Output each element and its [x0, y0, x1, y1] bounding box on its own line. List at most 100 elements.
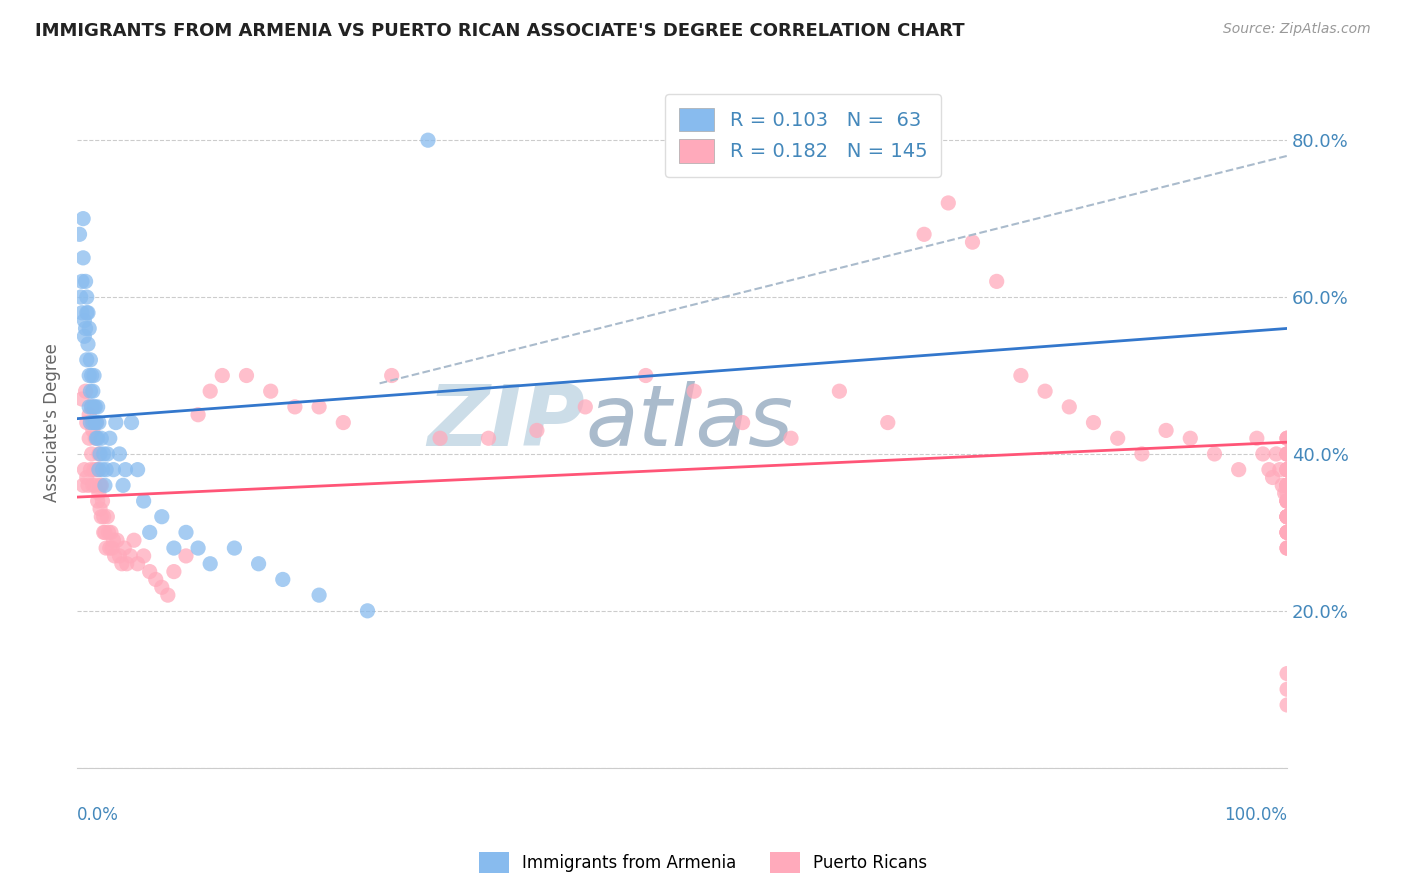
Point: [1275, 494, 1298, 508]
Point: [80, 368, 103, 383]
Point: [1265, 447, 1288, 461]
Point: [108, 447, 131, 461]
Point: [174, 549, 197, 563]
Point: [174, 525, 197, 540]
Point: [308, 400, 330, 414]
Point: [79, 416, 101, 430]
Point: [82, 478, 104, 492]
Point: [89, 478, 111, 492]
Point: [211, 368, 233, 383]
Point: [1275, 509, 1298, 524]
Point: [73, 313, 96, 327]
Point: [1275, 666, 1298, 681]
Point: [1275, 447, 1298, 461]
Point: [89, 447, 111, 461]
Point: [87, 447, 110, 461]
Point: [79, 352, 101, 367]
Point: [84, 400, 107, 414]
Point: [1275, 494, 1298, 508]
Point: [1275, 525, 1298, 540]
Point: [1275, 525, 1298, 540]
Point: [77, 321, 100, 335]
Legend: Immigrants from Armenia, Puerto Ricans: Immigrants from Armenia, Puerto Ricans: [472, 846, 934, 880]
Point: [1275, 509, 1298, 524]
Point: [77, 306, 100, 320]
Point: [105, 533, 128, 548]
Point: [198, 557, 221, 571]
Point: [156, 588, 179, 602]
Point: [1033, 384, 1056, 399]
Point: [89, 501, 111, 516]
Point: [1275, 462, 1298, 476]
Point: [1275, 447, 1298, 461]
Point: [1275, 431, 1298, 445]
Point: [127, 462, 149, 476]
Point: [1275, 494, 1298, 508]
Point: [1275, 509, 1298, 524]
Point: [332, 416, 354, 430]
Point: [80, 400, 103, 414]
Point: [1275, 462, 1298, 476]
Y-axis label: Associate's Degree: Associate's Degree: [44, 343, 60, 502]
Point: [72, 211, 94, 226]
Point: [1275, 541, 1298, 555]
Point: [94, 525, 117, 540]
Point: [1275, 682, 1298, 697]
Point: [1275, 462, 1298, 476]
Point: [1154, 424, 1177, 438]
Point: [75, 384, 97, 399]
Point: [76, 470, 98, 484]
Point: [94, 541, 117, 555]
Point: [80, 400, 103, 414]
Point: [429, 431, 451, 445]
Point: [132, 494, 155, 508]
Point: [574, 400, 596, 414]
Point: [936, 196, 959, 211]
Point: [198, 384, 221, 399]
Point: [1107, 431, 1129, 445]
Point: [235, 368, 257, 383]
Point: [1275, 509, 1298, 524]
Point: [86, 416, 108, 430]
Point: [962, 235, 984, 249]
Point: [91, 462, 114, 476]
Point: [163, 565, 186, 579]
Point: [150, 509, 173, 524]
Point: [284, 400, 307, 414]
Point: [86, 494, 108, 508]
Point: [112, 541, 135, 555]
Point: [112, 478, 135, 492]
Point: [271, 573, 294, 587]
Point: [1204, 447, 1226, 461]
Point: [86, 462, 108, 476]
Point: [82, 424, 104, 438]
Point: [1275, 478, 1298, 492]
Text: IMMIGRANTS FROM ARMENIA VS PUERTO RICAN ASSOCIATE'S DEGREE CORRELATION CHART: IMMIGRANTS FROM ARMENIA VS PUERTO RICAN …: [35, 22, 965, 40]
Point: [79, 462, 101, 476]
Point: [90, 431, 112, 445]
Point: [77, 431, 100, 445]
Point: [187, 408, 209, 422]
Legend: R = 0.103   N =  63, R = 0.182   N = 145: R = 0.103 N = 63, R = 0.182 N = 145: [665, 94, 941, 177]
Point: [1275, 478, 1298, 492]
Text: atlas: atlas: [585, 381, 793, 464]
Point: [1275, 462, 1298, 476]
Point: [1227, 462, 1250, 476]
Point: [72, 251, 94, 265]
Point: [79, 384, 101, 399]
Point: [96, 447, 118, 461]
Point: [1275, 478, 1298, 492]
Point: [104, 416, 127, 430]
Point: [75, 321, 97, 335]
Point: [1258, 462, 1281, 476]
Point: [121, 416, 143, 430]
Point: [1275, 478, 1298, 492]
Point: [1275, 462, 1298, 476]
Point: [122, 533, 145, 548]
Point: [93, 447, 115, 461]
Point: [93, 509, 115, 524]
Point: [187, 541, 209, 555]
Point: [163, 541, 186, 555]
Point: [98, 541, 121, 555]
Point: [69, 227, 91, 242]
